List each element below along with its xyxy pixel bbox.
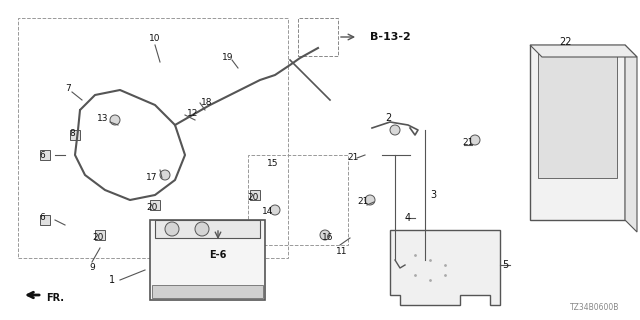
Bar: [40, 150, 50, 160]
Text: 4: 4: [405, 213, 411, 223]
Bar: [150, 220, 265, 300]
Polygon shape: [390, 230, 500, 305]
Circle shape: [195, 222, 209, 236]
Text: 11: 11: [336, 247, 348, 257]
Circle shape: [270, 205, 280, 215]
Polygon shape: [530, 45, 625, 220]
Text: 3: 3: [430, 190, 436, 200]
Bar: [18, 18, 288, 258]
Text: 9: 9: [89, 263, 95, 273]
Text: 14: 14: [262, 207, 274, 217]
Text: 6: 6: [39, 213, 45, 222]
Circle shape: [320, 230, 330, 240]
Text: E-6: E-6: [209, 250, 227, 260]
Text: 20: 20: [147, 203, 157, 212]
Bar: [250, 190, 260, 200]
Circle shape: [165, 222, 179, 236]
Text: 5: 5: [502, 260, 508, 270]
Text: 18: 18: [201, 98, 212, 107]
Text: B-13-2: B-13-2: [370, 32, 410, 42]
Polygon shape: [625, 45, 637, 232]
Bar: [150, 200, 160, 210]
Text: 10: 10: [149, 34, 161, 43]
Text: FR.: FR.: [46, 293, 64, 303]
Polygon shape: [530, 45, 637, 57]
Text: 2: 2: [385, 113, 391, 123]
Circle shape: [390, 125, 400, 135]
Text: 6: 6: [39, 150, 45, 159]
Circle shape: [160, 170, 170, 180]
Text: 16: 16: [323, 233, 333, 242]
Bar: [95, 230, 105, 240]
Bar: [155, 220, 260, 238]
Text: 20: 20: [247, 193, 259, 202]
Text: 1: 1: [109, 275, 115, 285]
Circle shape: [470, 135, 480, 145]
Bar: [40, 215, 50, 225]
Text: TZ34B0600B: TZ34B0600B: [570, 303, 620, 313]
Bar: [70, 130, 80, 140]
Bar: [298, 18, 338, 56]
Circle shape: [365, 195, 375, 205]
Text: 13: 13: [97, 114, 109, 123]
Text: 20: 20: [92, 233, 104, 242]
Bar: [538, 53, 617, 178]
Text: 21: 21: [462, 138, 474, 147]
Text: 8: 8: [69, 129, 75, 138]
Text: 17: 17: [147, 172, 157, 181]
Text: 21: 21: [348, 153, 358, 162]
Text: 12: 12: [188, 108, 198, 117]
Text: 21: 21: [357, 197, 369, 206]
Text: 22: 22: [559, 37, 572, 47]
Text: 7: 7: [65, 84, 71, 92]
Text: 19: 19: [222, 52, 234, 61]
Bar: [152, 285, 263, 298]
Bar: [248, 155, 348, 245]
Text: 15: 15: [268, 158, 279, 167]
Circle shape: [110, 115, 120, 125]
